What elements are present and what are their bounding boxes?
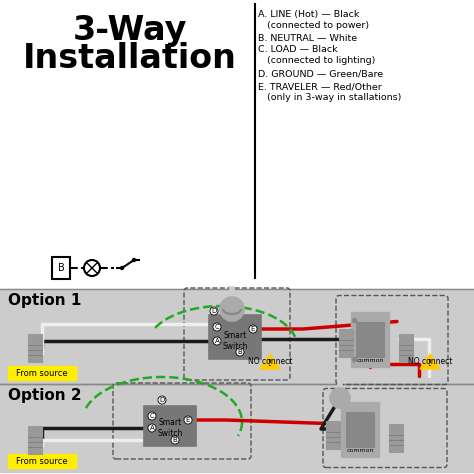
Text: (only in 3-way in stallations): (only in 3-way in stallations) — [258, 93, 401, 102]
Bar — [28, 334, 42, 362]
Text: C: C — [215, 324, 219, 330]
Bar — [346, 411, 374, 447]
Text: (connected to power): (connected to power) — [258, 21, 369, 30]
Bar — [341, 401, 379, 456]
Text: D. GROUND — Green/Bare: D. GROUND — Green/Bare — [258, 69, 383, 78]
Text: Installation: Installation — [23, 42, 237, 75]
Bar — [8, 454, 76, 468]
Text: B: B — [173, 437, 177, 443]
Text: 3-Way: 3-Way — [73, 14, 187, 47]
Bar — [8, 366, 76, 380]
Circle shape — [220, 297, 244, 321]
Polygon shape — [420, 354, 440, 369]
Bar — [144, 406, 196, 446]
Text: (connected to lighting): (connected to lighting) — [258, 56, 375, 65]
Text: E: E — [251, 326, 255, 332]
Text: common: common — [356, 358, 384, 363]
Text: A: A — [150, 425, 155, 431]
Bar — [52, 257, 70, 279]
Text: A: A — [215, 338, 219, 344]
Bar — [389, 423, 403, 452]
Circle shape — [330, 388, 350, 408]
Text: !: ! — [428, 359, 432, 368]
Text: E: E — [186, 417, 190, 423]
Text: B: B — [58, 263, 64, 273]
Text: From source: From source — [16, 368, 68, 377]
Text: Option 1: Option 1 — [8, 293, 82, 308]
Circle shape — [133, 258, 136, 262]
Bar — [399, 334, 413, 362]
Bar — [0, 0, 474, 289]
Text: C: C — [150, 413, 155, 419]
Text: D: D — [159, 397, 164, 403]
Bar — [0, 384, 474, 472]
Text: !: ! — [268, 359, 272, 368]
Circle shape — [120, 266, 124, 270]
Bar — [0, 289, 474, 384]
Bar — [356, 321, 384, 356]
Text: Smart
Switch: Smart Switch — [222, 331, 248, 351]
Text: C. LOAD — Black: C. LOAD — Black — [258, 45, 337, 54]
Text: NO connect: NO connect — [248, 357, 292, 366]
Text: B: B — [237, 349, 242, 355]
Bar — [351, 311, 389, 366]
Text: E. TRAVELER — Red/Other: E. TRAVELER — Red/Other — [258, 82, 382, 91]
Text: B. NEUTRAL — White: B. NEUTRAL — White — [258, 34, 357, 43]
Polygon shape — [260, 354, 280, 369]
Text: NO connect: NO connect — [408, 357, 452, 366]
Text: common: common — [346, 448, 374, 453]
Text: D: D — [211, 308, 217, 314]
Text: A. LINE (Hot) — Black: A. LINE (Hot) — Black — [258, 10, 359, 19]
Text: Smart
Switch: Smart Switch — [157, 418, 182, 438]
Bar — [209, 315, 261, 359]
Text: Option 2: Option 2 — [8, 388, 82, 403]
Bar — [28, 426, 42, 454]
Bar — [339, 328, 353, 356]
Bar — [326, 420, 340, 448]
Text: From source: From source — [16, 456, 68, 465]
